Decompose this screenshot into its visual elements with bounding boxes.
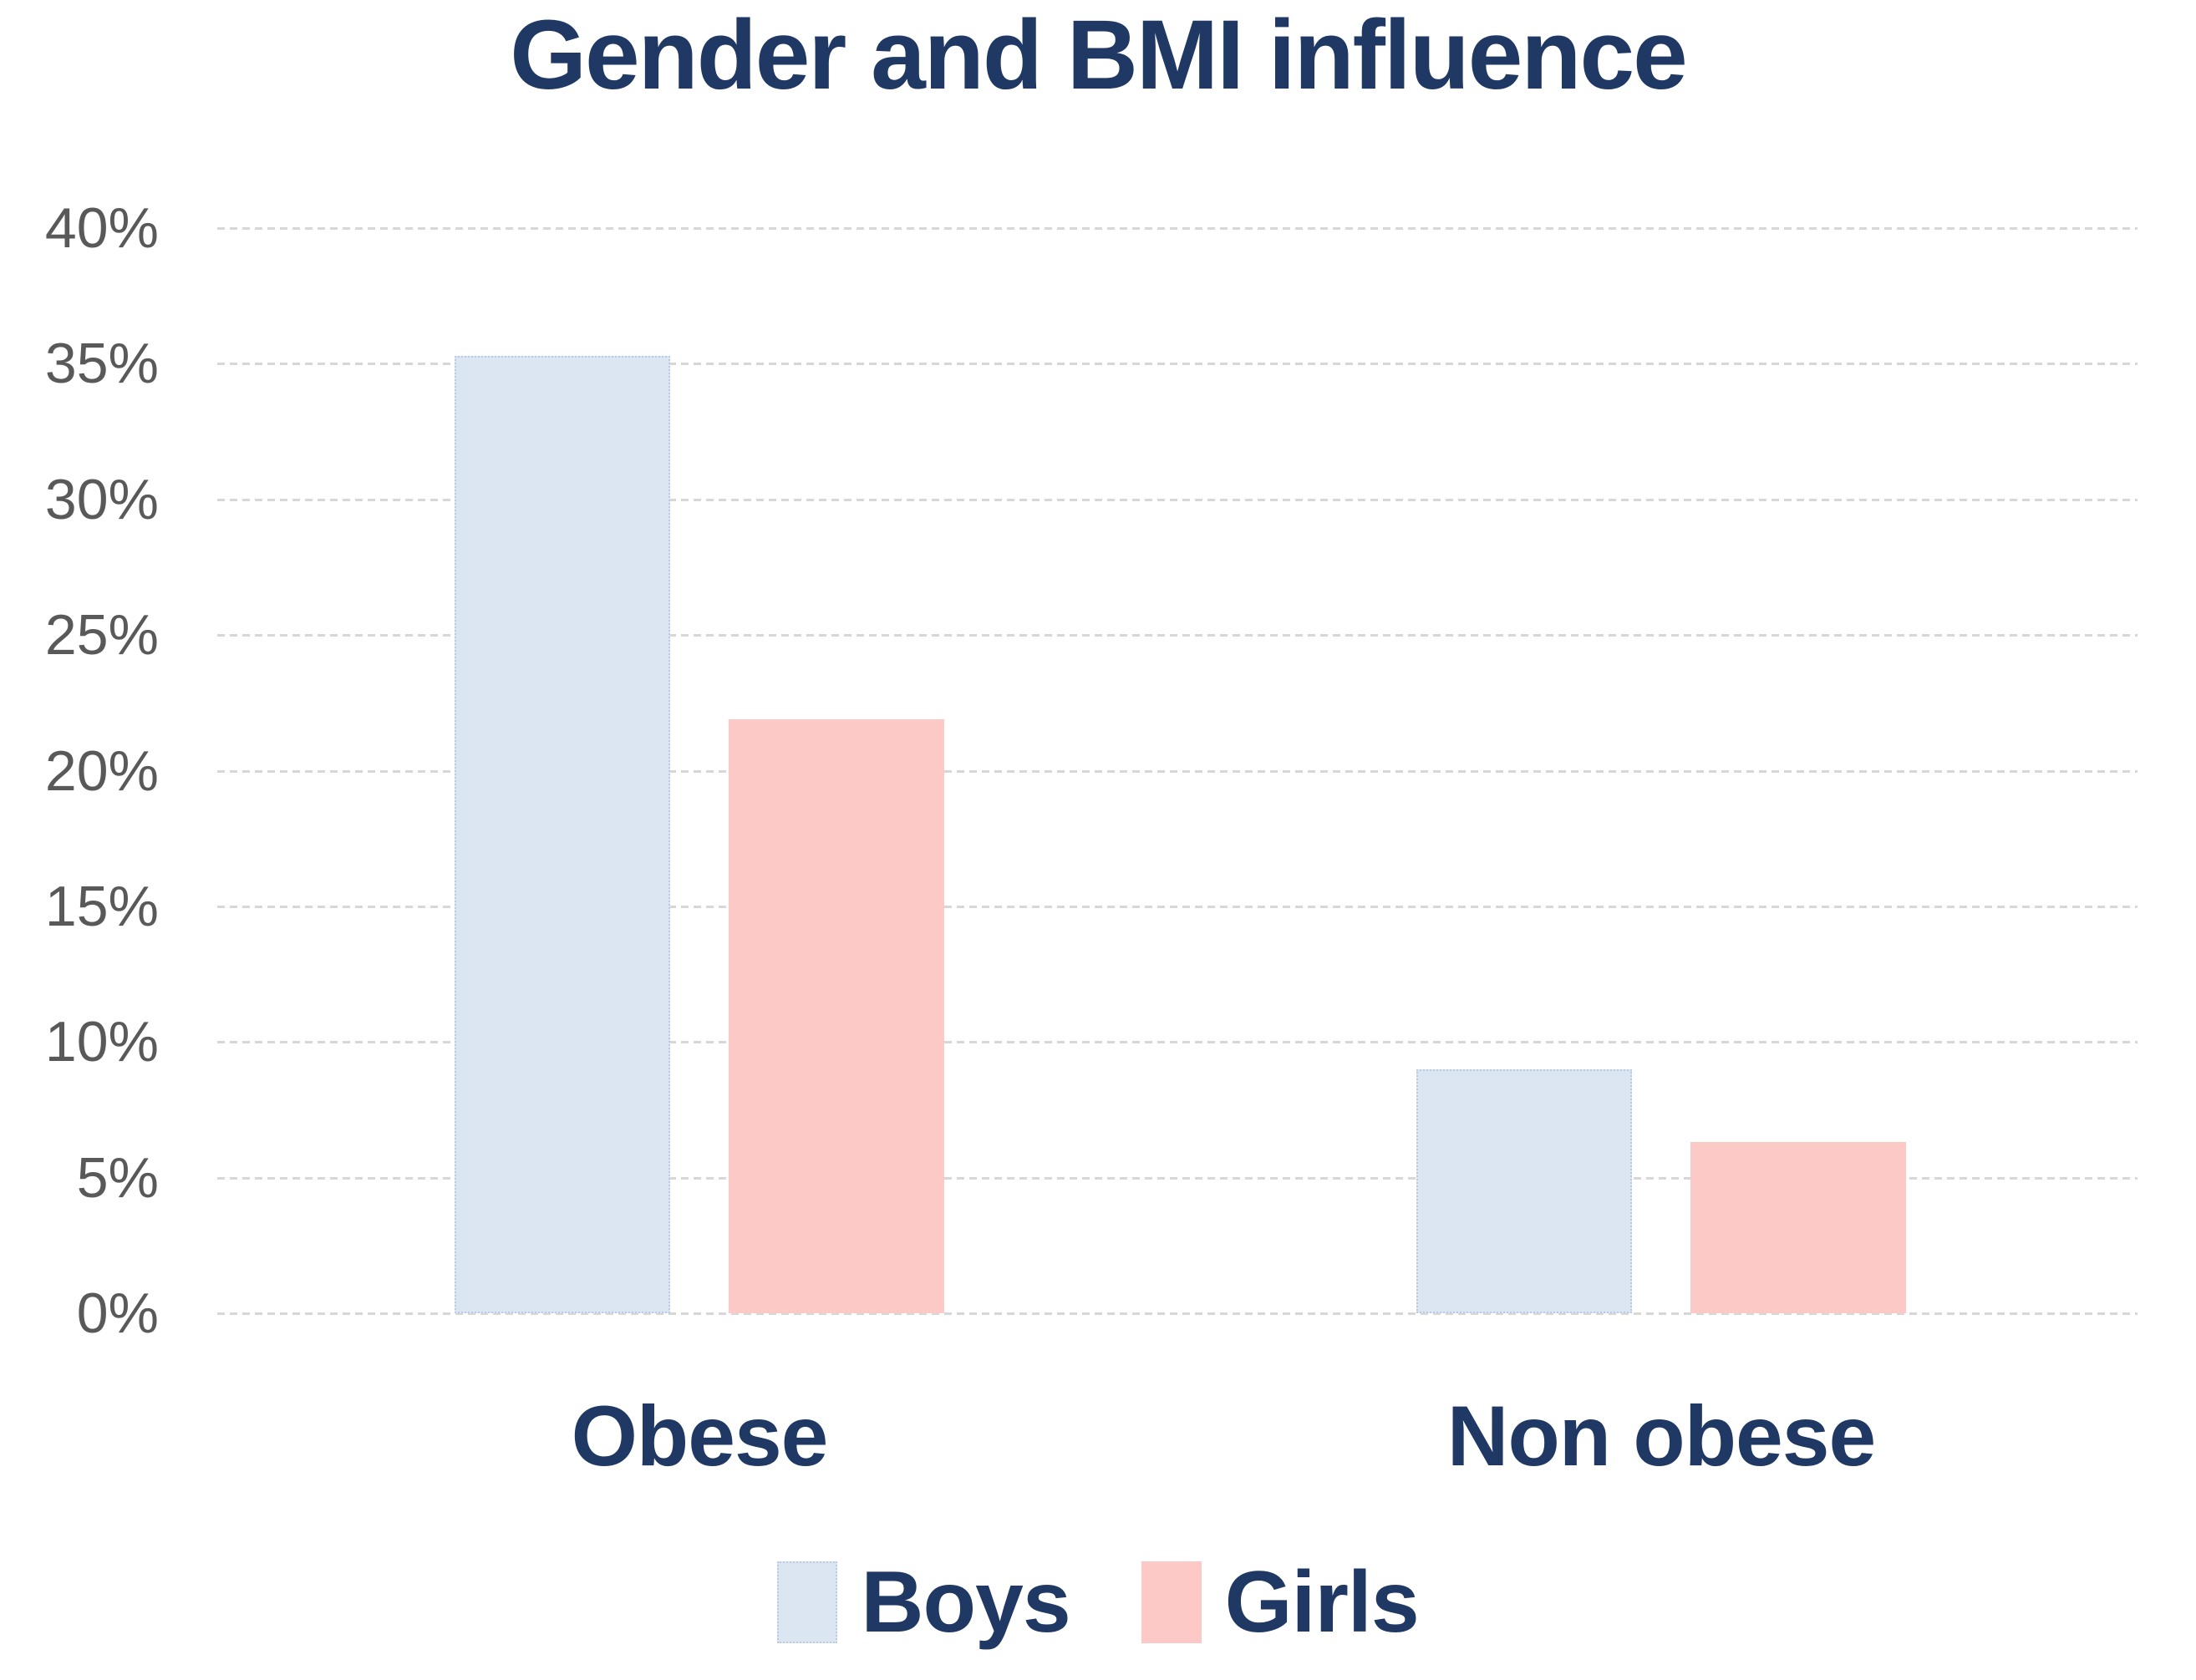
chart-title: Gender and BMI influence [510,0,1688,110]
bar-girls-non-obese [1690,1142,1906,1313]
legend-label-girls: Girls [1224,1554,1420,1651]
gridline-25- [217,634,2138,637]
bar-boys-obese [455,355,670,1313]
gridline-20- [217,769,2138,773]
y-tick-0-: 0% [76,1282,159,1345]
legend-item-girls: Girls [1141,1554,1420,1651]
y-tick-15-: 15% [44,874,159,938]
legend-item-boys: Boys [777,1554,1071,1651]
y-tick-40-: 40% [44,196,159,260]
x-label-non-obese: Non obese [1446,1388,1876,1484]
bar-girls-obese [729,718,944,1313]
gridline-5- [217,1176,2138,1180]
gridline-40- [217,227,2138,230]
gridline-15- [217,905,2138,908]
y-tick-5-: 5% [76,1145,159,1210]
y-tick-10-: 10% [44,1010,159,1074]
legend-label-boys: Boys [861,1554,1070,1651]
legend-swatch-girls [1141,1561,1202,1643]
legend: Boys Girls [0,1559,2196,1646]
y-tick-30-: 30% [44,467,159,531]
y-tick-25-: 25% [44,603,159,667]
y-tick-20-: 20% [44,738,159,803]
bar-boys-non-obese [1416,1068,1632,1313]
gridline-30- [217,498,2138,501]
gridline-35- [217,363,2138,366]
gridline-10- [217,1041,2138,1044]
gridline-0- [217,1312,2138,1315]
legend-swatch-boys [777,1561,838,1643]
x-label-obese: Obese [571,1388,829,1484]
y-tick-35-: 35% [44,332,159,396]
